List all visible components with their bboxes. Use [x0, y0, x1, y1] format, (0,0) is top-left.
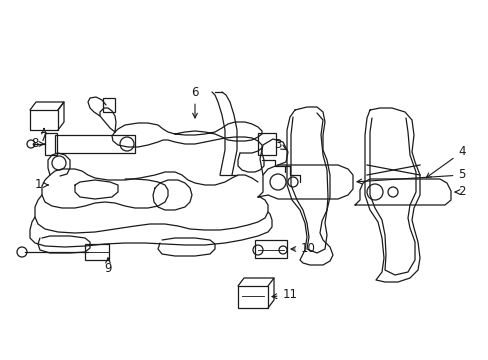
Bar	[85, 244, 109, 260]
Text: 6: 6	[191, 85, 198, 118]
Text: 1: 1	[34, 179, 48, 192]
Text: 3: 3	[274, 139, 286, 152]
Text: 7: 7	[40, 129, 48, 144]
Text: 8: 8	[31, 138, 44, 150]
Bar	[238, 286, 267, 308]
Text: 10: 10	[290, 243, 315, 256]
Text: 4: 4	[426, 145, 465, 177]
Bar	[254, 240, 286, 258]
Bar	[45, 133, 57, 155]
Bar	[103, 98, 115, 112]
Text: 9: 9	[104, 258, 112, 274]
Text: 5: 5	[356, 168, 465, 184]
Bar	[30, 110, 58, 130]
Bar	[258, 133, 275, 155]
Text: 2: 2	[454, 185, 465, 198]
Bar	[55, 135, 135, 153]
Text: 11: 11	[271, 288, 297, 301]
